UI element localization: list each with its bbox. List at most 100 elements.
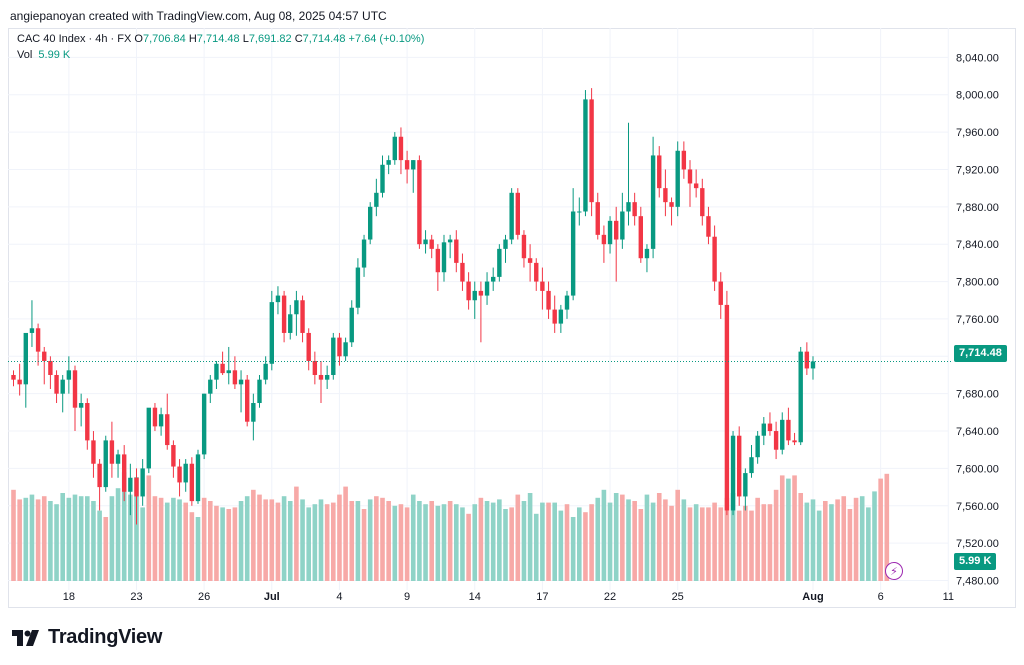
y-tick-label: 7,480.00 [956, 576, 999, 588]
volume-bar [386, 501, 391, 581]
candle-body [614, 220, 619, 240]
volume-bar [17, 499, 22, 581]
volume-bar [712, 502, 717, 581]
close-label: C [294, 33, 303, 45]
symbol-label[interactable]: CAC 40 Index · 4h · FX [17, 33, 132, 45]
volume-bar [121, 472, 127, 581]
candle-body [263, 363, 268, 380]
x-tick-label: Jul [264, 591, 280, 603]
tradingview-logo[interactable]: TradingView [12, 626, 162, 649]
volume-bar [700, 507, 705, 581]
candle-body [423, 239, 428, 245]
candle-body [515, 192, 520, 235]
volume-bar [638, 509, 644, 581]
volume-bar [675, 489, 680, 581]
candle-body [171, 445, 176, 467]
candle-body [478, 290, 484, 296]
candle-body [558, 309, 564, 324]
candle-body [804, 351, 810, 369]
candle-body [810, 361, 816, 369]
volume-bar [570, 517, 576, 581]
x-tick-label: 17 [536, 591, 548, 603]
volume-bar [626, 499, 631, 581]
candle-body [650, 155, 656, 249]
candle-body [509, 192, 514, 240]
candle-body [484, 281, 490, 296]
high-value: 7,714.48 [196, 33, 240, 45]
y-tick-label: 7,680.00 [956, 389, 999, 401]
candle-body [595, 202, 600, 235]
volume-bar [60, 493, 65, 581]
y-tick-label: 7,800.00 [956, 277, 999, 289]
volume-bar [497, 499, 502, 581]
candle-body [361, 239, 367, 268]
candle-body [85, 403, 90, 441]
candle-body [632, 202, 637, 217]
candle-body [737, 435, 742, 497]
candle-body [534, 262, 539, 282]
bolt-icon[interactable]: ⚡ [885, 562, 903, 580]
candle-body [503, 239, 508, 249]
candle-body [281, 295, 287, 333]
volume-bar [208, 501, 213, 581]
volume-bar [85, 496, 90, 581]
volume-bar [226, 509, 232, 581]
volume-bar [515, 494, 521, 581]
credit-text: angiepanoyan created with TradingView.co… [10, 9, 387, 23]
candle-body [657, 155, 662, 189]
candle-body [675, 150, 680, 207]
volume-bar [564, 504, 570, 581]
volume-bar [859, 496, 865, 581]
volume-bar [380, 497, 385, 581]
candle-body [392, 136, 397, 161]
volume-bar [521, 501, 527, 581]
volume-bar [349, 501, 355, 581]
candle-body [454, 239, 459, 263]
open-value: 7,706.84 [142, 33, 186, 45]
candle-body [103, 440, 108, 488]
x-tick-label: 9 [404, 591, 410, 603]
candle-body [11, 374, 16, 380]
candle-body [165, 414, 170, 446]
volume-bar [823, 501, 828, 581]
candle-body [798, 351, 803, 443]
volume-bar [404, 507, 410, 581]
volume-bar [115, 488, 121, 581]
candle-body [72, 370, 78, 408]
candle-body [23, 332, 28, 385]
candle-body [626, 202, 631, 212]
volume-bar [816, 510, 822, 581]
candle-body [251, 403, 256, 422]
volume-bar [589, 504, 594, 581]
volume-bar [804, 502, 810, 581]
candle-body [700, 188, 705, 217]
candle-body [767, 423, 773, 432]
volume-bar [669, 505, 674, 581]
volume-bar [773, 489, 779, 581]
volume-bar [128, 494, 133, 581]
candle-body [755, 435, 760, 458]
x-tick-label: 26 [198, 591, 210, 603]
volume-bar [558, 510, 564, 581]
volume-bar [595, 497, 601, 581]
candle-body [220, 363, 225, 374]
volume-bar [29, 494, 35, 581]
volume-bar [650, 502, 656, 581]
volume-bar [435, 505, 441, 581]
volume-bar [503, 509, 508, 581]
y-tick-label: 8,000.00 [956, 90, 999, 102]
volume-bar [355, 501, 361, 581]
volume-bar [829, 504, 834, 581]
candle-body [773, 431, 779, 450]
candle-body [687, 169, 693, 184]
candle-body [318, 374, 324, 380]
volume-bar [583, 512, 588, 581]
volume-bar [48, 501, 53, 581]
volume-bar [312, 504, 318, 581]
volume-bar [546, 502, 551, 581]
volume-bar [607, 502, 613, 581]
candle-body [109, 440, 115, 464]
chart-area[interactable]: 8,040.00 8,000.00 7,960.00 7,920.00 7,880.00… [8, 28, 1016, 608]
y-tick-label: 7,880.00 [956, 202, 999, 214]
high-label: H [188, 33, 197, 45]
